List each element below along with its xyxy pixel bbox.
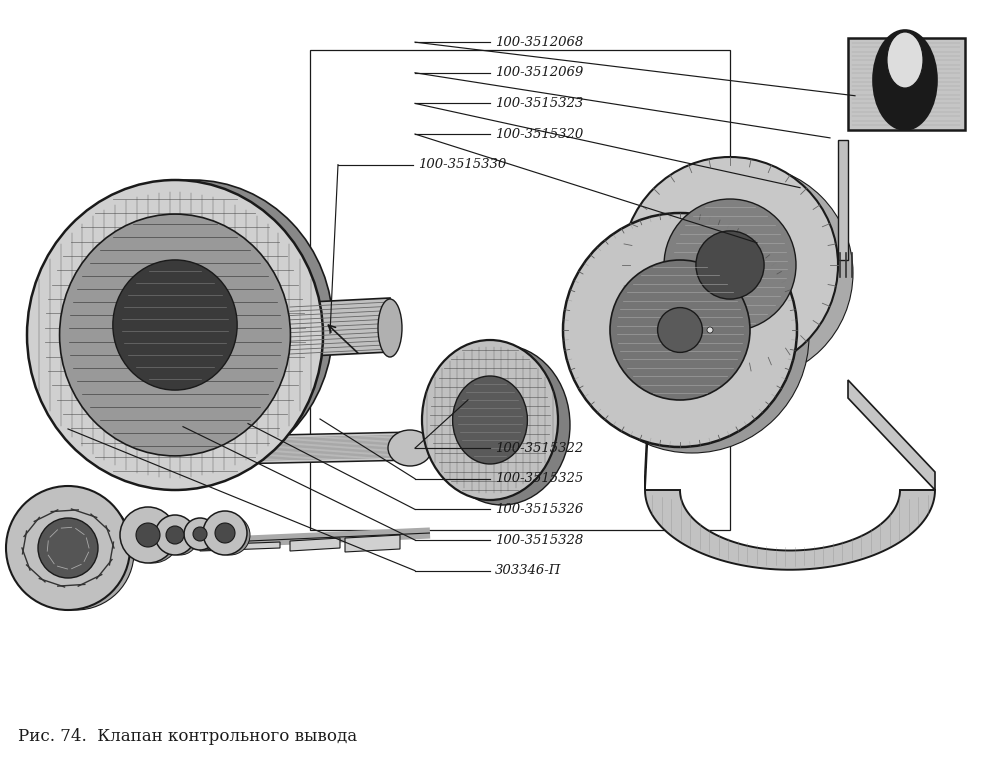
Polygon shape xyxy=(848,38,965,130)
Ellipse shape xyxy=(120,507,176,563)
Ellipse shape xyxy=(388,430,432,466)
Polygon shape xyxy=(645,370,650,490)
Ellipse shape xyxy=(575,219,809,453)
Polygon shape xyxy=(645,490,935,570)
Ellipse shape xyxy=(191,522,219,550)
Ellipse shape xyxy=(696,231,764,299)
Ellipse shape xyxy=(127,511,179,563)
Text: 100-3515325: 100-3515325 xyxy=(495,473,583,485)
Ellipse shape xyxy=(453,376,527,464)
Ellipse shape xyxy=(610,260,750,400)
Ellipse shape xyxy=(113,260,237,390)
Ellipse shape xyxy=(622,157,838,373)
Ellipse shape xyxy=(664,199,796,331)
Text: 100-3515322: 100-3515322 xyxy=(495,442,583,454)
Ellipse shape xyxy=(53,180,333,474)
Ellipse shape xyxy=(637,165,853,381)
Ellipse shape xyxy=(184,518,216,550)
Ellipse shape xyxy=(155,515,195,555)
Ellipse shape xyxy=(422,340,558,500)
Ellipse shape xyxy=(162,519,198,555)
Ellipse shape xyxy=(6,486,130,610)
Text: 100-3512069: 100-3512069 xyxy=(495,67,583,79)
Ellipse shape xyxy=(60,214,290,456)
Text: 100-3515328: 100-3515328 xyxy=(495,534,583,546)
Ellipse shape xyxy=(18,494,134,610)
Ellipse shape xyxy=(887,32,923,88)
Text: 100-3515323: 100-3515323 xyxy=(495,97,583,110)
Ellipse shape xyxy=(27,180,323,490)
Ellipse shape xyxy=(563,213,797,447)
Circle shape xyxy=(707,327,713,333)
Ellipse shape xyxy=(166,526,184,544)
Text: 100-3512068: 100-3512068 xyxy=(495,36,583,48)
Polygon shape xyxy=(290,538,340,551)
Ellipse shape xyxy=(215,523,235,543)
Ellipse shape xyxy=(193,527,207,541)
Text: Рис. 74.  Клапан контрольного вывода: Рис. 74. Клапан контрольного вывода xyxy=(18,728,357,745)
Text: 100-3515320: 100-3515320 xyxy=(495,128,583,140)
Ellipse shape xyxy=(378,299,402,357)
Text: 100-3515330: 100-3515330 xyxy=(418,159,506,171)
Text: 100-3515326: 100-3515326 xyxy=(495,503,583,516)
Ellipse shape xyxy=(434,345,570,505)
Ellipse shape xyxy=(203,511,247,555)
Polygon shape xyxy=(290,298,390,357)
Polygon shape xyxy=(230,432,415,464)
Polygon shape xyxy=(848,380,935,490)
Ellipse shape xyxy=(658,308,702,352)
Polygon shape xyxy=(345,535,400,552)
Ellipse shape xyxy=(136,523,160,547)
Ellipse shape xyxy=(210,515,250,555)
Polygon shape xyxy=(838,140,848,260)
Polygon shape xyxy=(200,542,280,551)
Ellipse shape xyxy=(873,30,937,130)
Ellipse shape xyxy=(38,518,98,578)
Text: 303346-П: 303346-П xyxy=(495,565,561,577)
